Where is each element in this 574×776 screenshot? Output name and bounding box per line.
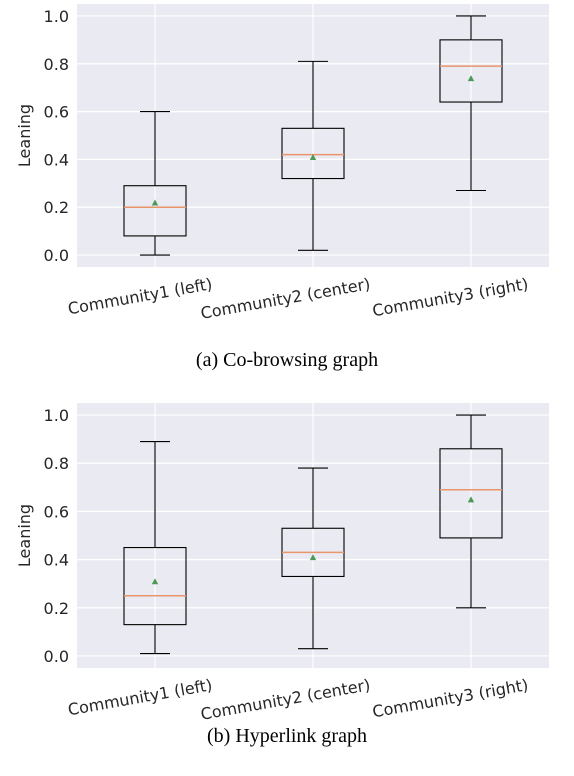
box-plot-2	[281, 60, 345, 251]
y-tick-label: 0.2	[44, 599, 69, 618]
y-tick-label: 0.0	[44, 647, 69, 666]
y-tick-label: 0.0	[44, 246, 69, 265]
chart-panel-2: 0.0 0.2 0.4 0.6 0.8 1.0 Leaning Community1 (lef…	[15, 403, 549, 747]
mean-marker	[309, 554, 317, 561]
y-axis-label: Leaning	[15, 104, 34, 167]
interquartile-box	[281, 127, 345, 180]
box-plot-3	[439, 15, 503, 192]
mean-marker	[151, 578, 159, 585]
y-tick-label: 0.6	[44, 502, 69, 521]
mean-marker	[151, 199, 159, 206]
mean-marker	[309, 154, 317, 161]
x-tick-label: Community2 (center)	[199, 274, 372, 323]
box-plot-1	[123, 111, 187, 256]
y-tick-label: 0.4	[44, 551, 69, 570]
interquartile-box	[439, 448, 503, 539]
figure-caption: (b) Hyperlink graph	[207, 725, 367, 747]
interquartile-box	[439, 39, 503, 103]
interquartile-box	[123, 185, 187, 237]
figure-caption: (a) Co-browsing graph	[196, 349, 378, 371]
y-tick-label: 0.2	[44, 198, 69, 217]
y-tick-label: 0.8	[44, 454, 69, 473]
x-tick-label: Community3 (right)	[371, 675, 530, 721]
x-tick-label: Community2 (center)	[199, 675, 372, 724]
y-tick-label: 0.4	[44, 150, 69, 169]
y-tick-label: 1.0	[44, 406, 69, 425]
y-tick-label: 0.6	[44, 103, 69, 122]
x-tick-label: Community1 (left)	[66, 675, 213, 719]
mean-marker	[467, 75, 475, 82]
box-plot-2	[281, 467, 345, 650]
interquartile-box	[123, 546, 187, 626]
x-tick-label: Community3 (right)	[371, 274, 530, 320]
chart-panel-1: 0.0 0.2 0.4 0.6 0.8 1.0 Leaning Community1 (lef…	[15, 4, 549, 371]
mean-marker	[467, 496, 475, 503]
y-tick-label: 1.0	[44, 7, 69, 26]
box-plot-3	[439, 414, 503, 609]
x-tick-label: Community1 (left)	[66, 274, 213, 318]
y-axis-label: Leaning	[15, 504, 34, 567]
y-tick-label: 0.8	[44, 55, 69, 74]
box-plot-1	[123, 440, 187, 655]
